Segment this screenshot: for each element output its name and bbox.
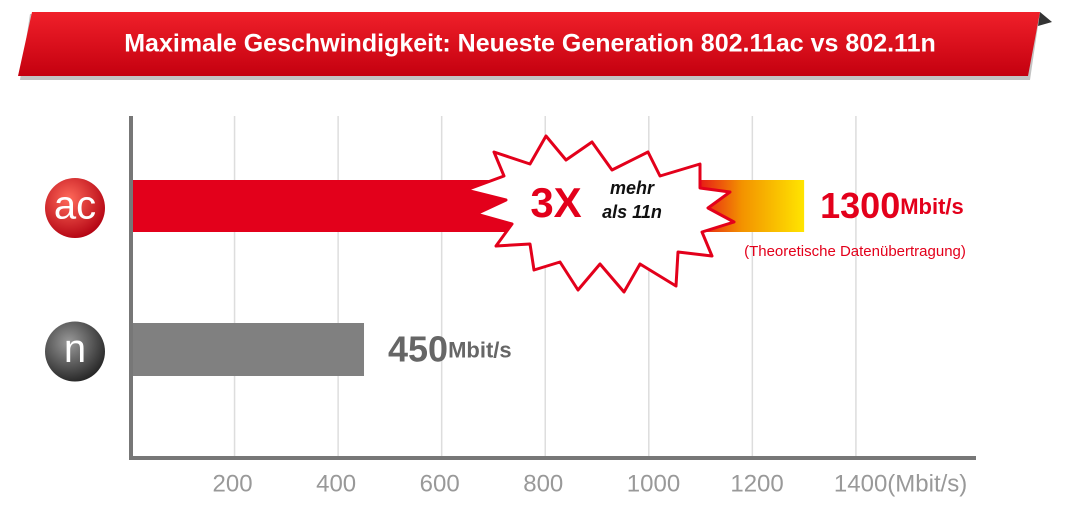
- annotation-line: mehr: [610, 178, 655, 198]
- x-tick-label: 1200: [730, 470, 783, 497]
- title-banner: [18, 12, 1040, 76]
- category-icon: [45, 178, 105, 238]
- x-tick-label: 800: [523, 470, 563, 497]
- category-label: n: [64, 327, 86, 371]
- value-label: 1300Mbit/s: [820, 185, 964, 226]
- factor-label: 3X: [530, 179, 581, 226]
- value-label: 450Mbit/s: [388, 328, 512, 369]
- starburst: [464, 134, 736, 294]
- banner-fold: [1038, 12, 1052, 26]
- x-tick-label: 400: [316, 470, 356, 497]
- value-unit: Mbit/s: [448, 337, 512, 362]
- annotation-line: als 11n: [602, 202, 662, 222]
- note: (Theoretische Datenübertragung): [744, 243, 966, 260]
- x-tick-label: 1400(Mbit/s): [834, 470, 967, 497]
- chart-title: Maximale Geschwindigkeit: Neueste Genera…: [124, 30, 936, 58]
- value-unit: Mbit/s: [900, 194, 964, 219]
- x-tick-label: 200: [213, 470, 253, 497]
- x-tick-label: 1000: [627, 470, 680, 497]
- category-icon: [45, 321, 105, 382]
- bar: [131, 323, 365, 376]
- category-label: ac: [54, 184, 96, 228]
- value-number: 1300: [820, 185, 900, 226]
- x-tick-label: 600: [420, 470, 460, 497]
- value-number: 450: [388, 328, 448, 369]
